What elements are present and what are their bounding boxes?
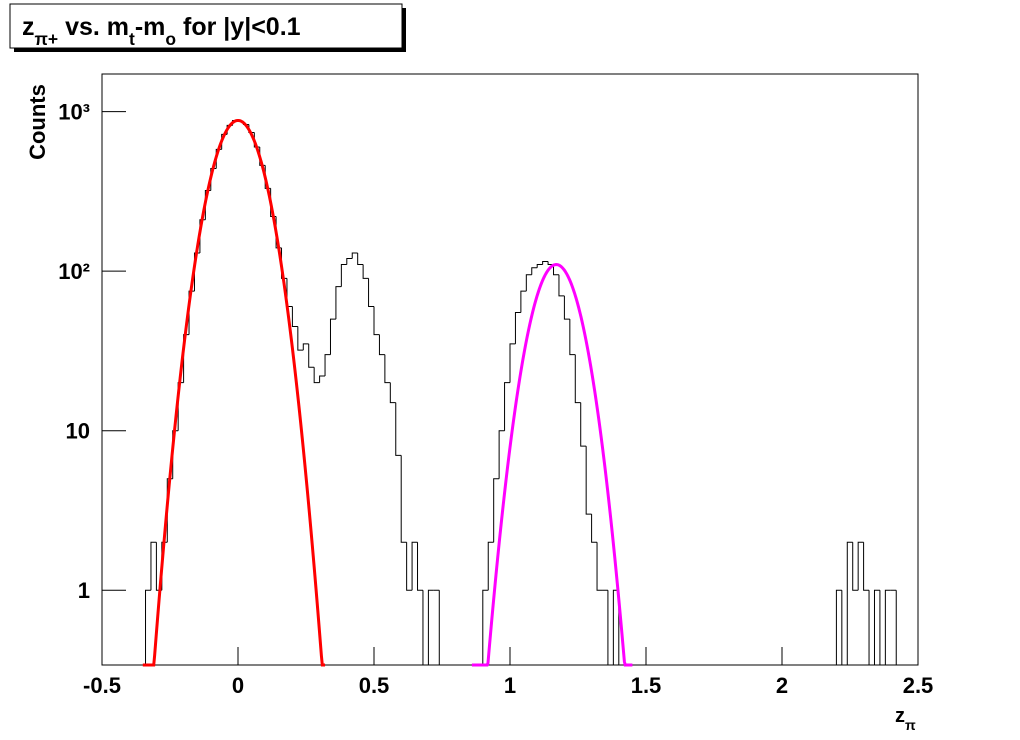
histogram-bin: [308, 343, 315, 368]
text-part: t: [129, 29, 135, 49]
text-part: -m: [135, 13, 166, 41]
y-tick-label: 10: [66, 419, 90, 444]
y-tick-label: 10²: [58, 259, 90, 284]
histogram-bin: [514, 312, 521, 344]
histogram-bin: [846, 541, 853, 665]
y-tick-label: 1: [78, 578, 90, 603]
histogram-bin: [531, 267, 538, 275]
histogram-bin: [427, 589, 434, 665]
histogram-bin: [863, 542, 870, 591]
text-part: for |y|<0.1: [176, 13, 301, 41]
histogram-bin: [406, 542, 413, 591]
text-part: z: [22, 13, 35, 41]
histogram-bin: [340, 264, 347, 287]
x-tick-label: 1.5: [631, 673, 662, 698]
histogram-bin: [884, 589, 891, 665]
x-tick-label: 0: [232, 673, 244, 698]
histogram-bin: [879, 590, 886, 666]
histogram-bin: [841, 590, 848, 666]
histogram-bin: [542, 260, 549, 265]
text-part: π: [905, 717, 916, 733]
histogram-bin: [580, 402, 587, 447]
histogram-bin: [378, 334, 385, 356]
histogram-bin: [400, 455, 407, 543]
histogram-bin: [482, 589, 489, 665]
histogram-bin: [362, 264, 369, 279]
histogram-bin: [395, 402, 402, 456]
histogram-bin: [384, 354, 391, 384]
histogram-bin: [509, 343, 516, 383]
histogram-bin: [574, 354, 581, 404]
x-axis-label: zπ: [895, 705, 916, 733]
histogram-bin: [302, 343, 309, 351]
text-part: o: [165, 29, 176, 49]
x-tick-label: 0.5: [359, 673, 390, 698]
histogram-bin: [607, 590, 614, 666]
histogram-bin: [351, 252, 358, 259]
fit-curve: [471, 263, 633, 667]
y-tick-label: 10³: [58, 100, 90, 125]
histogram-bin: [297, 326, 304, 351]
histogram-bin: [335, 286, 342, 320]
histogram-bin: [329, 318, 336, 355]
histogram-bin: [324, 354, 331, 377]
histogram-bin: [291, 306, 298, 327]
x-tick-label: -0.5: [83, 673, 121, 698]
text-part: z: [895, 705, 905, 727]
histogram-bin: [319, 375, 326, 383]
histogram-bin: [591, 514, 598, 543]
text-part: π+: [35, 29, 59, 49]
histogram-bin: [346, 258, 353, 265]
histogram-bin: [373, 306, 380, 336]
text-part: vs. m: [58, 13, 129, 41]
histogram-bin: [569, 319, 576, 356]
y-axis-label: Counts: [25, 84, 50, 160]
x-tick-label: 2.5: [903, 673, 934, 698]
histogram-bin: [188, 290, 195, 335]
histogram-bin: [873, 589, 880, 665]
histogram-bin: [596, 542, 603, 591]
histogram-bin: [422, 590, 429, 666]
histogram-bin: [498, 430, 505, 479]
title-box: [9, 3, 403, 49]
histogram-bin: [852, 542, 859, 591]
histogram-bin: [525, 274, 532, 292]
histogram-bin: [520, 290, 527, 313]
x-tick-label: 1: [504, 673, 516, 698]
histogram-bin: [536, 264, 543, 268]
fit-curve: [142, 118, 326, 667]
histogram-bin: [438, 590, 445, 666]
histogram-bin: [857, 541, 864, 591]
histogram-bin: [183, 334, 190, 383]
histogram-bin: [558, 274, 565, 297]
histogram-bin: [504, 382, 510, 431]
histogram-bin: [313, 367, 320, 384]
histogram-bin: [868, 590, 875, 666]
histogram-bin: [895, 590, 902, 666]
histogram-bin: [193, 252, 200, 292]
histogram-bin: [835, 589, 842, 665]
histogram-bin: [417, 542, 423, 591]
histogram-bin: [563, 295, 570, 320]
histogram-bin: [493, 478, 500, 543]
histogram-bin: [411, 541, 418, 591]
histogram-bin: [487, 541, 494, 591]
histogram-bin: [389, 382, 396, 404]
chart-title: zπ+ vs. mt-mo for |y|<0.1: [22, 13, 301, 49]
histogram-bin: [553, 264, 559, 276]
histogram-bin: [357, 252, 364, 266]
histogram-bin: [368, 278, 374, 308]
histogram-bin: [585, 446, 592, 515]
x-tick-label: 2: [776, 673, 788, 698]
histogram-bin: [150, 541, 157, 591]
histogram-bin: [145, 589, 151, 665]
